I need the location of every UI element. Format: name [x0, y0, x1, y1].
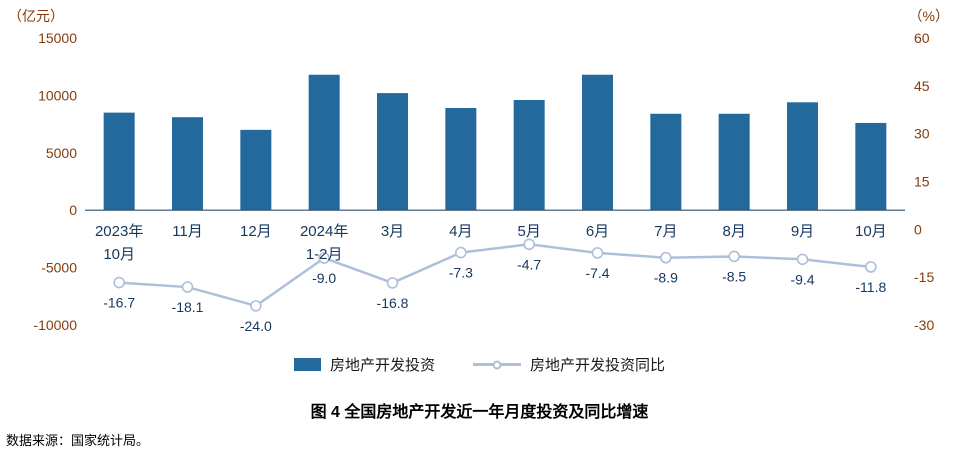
value-label: -7.4 — [585, 265, 609, 281]
value-label: -7.3 — [449, 265, 473, 281]
category-label: 4月 — [449, 223, 472, 240]
bar-swatch-icon — [293, 358, 321, 371]
left-axis-tick: -5000 — [41, 260, 77, 276]
left-axis-tick: -10000 — [33, 317, 77, 333]
line-marker — [660, 251, 672, 264]
left-axis-tick: 0 — [69, 202, 77, 218]
left-axis-tick: 15000 — [38, 30, 77, 46]
combo-chart: 15000 10000 5000 0 -5000 -10000 60 45 30 15 0 -15 -3… — [33, 30, 934, 334]
value-label: -11.8 — [855, 279, 886, 295]
bar — [308, 74, 340, 211]
value-label: -18.1 — [172, 299, 204, 315]
bar — [172, 117, 203, 211]
category-label: 10月 — [855, 223, 887, 240]
line-marker — [113, 276, 125, 289]
category-label: 10月 — [103, 246, 135, 263]
line-marker — [181, 281, 194, 293]
right-axis-tick: 0 — [914, 221, 922, 237]
value-label: -16.7 — [103, 295, 135, 311]
right-axis-unit: （%） — [908, 8, 949, 24]
chart-caption: 图 4 全国房地产开发近一年月度投资及同比增速 — [310, 404, 649, 421]
category-label: 5月 — [517, 223, 540, 240]
line-marker — [523, 238, 535, 251]
category-label: 6月 — [586, 223, 609, 240]
category-label: 2024年 — [300, 223, 348, 240]
category-label: 1-2月 — [306, 246, 343, 263]
line-marker — [386, 277, 399, 289]
bar — [718, 113, 750, 211]
bar — [582, 74, 613, 211]
category-label: 7月 — [654, 223, 677, 240]
bar — [855, 122, 887, 211]
value-label: -4.7 — [517, 256, 541, 272]
right-axis-tick: 15 — [914, 174, 930, 190]
left-axis-unit: （亿元） — [8, 8, 64, 24]
value-label: -8.9 — [654, 270, 678, 286]
bar — [787, 102, 818, 211]
category-label: 3月 — [381, 223, 404, 240]
value-label: -9.0 — [312, 270, 336, 286]
value-label: -16.8 — [377, 295, 409, 311]
bar — [650, 113, 682, 211]
line-marker-icon — [492, 360, 502, 369]
right-axis-tick: 45 — [914, 78, 930, 94]
category-label: 9月 — [791, 223, 814, 240]
bar — [103, 112, 135, 211]
bar — [377, 93, 408, 211]
line-marker — [250, 300, 262, 312]
right-axis-tick: 30 — [914, 126, 930, 142]
bar — [513, 99, 545, 211]
bar — [445, 108, 477, 211]
data-source: 数据来源：国家统计局。 — [6, 433, 150, 448]
legend-item-line: 房地产开发投资同比 — [473, 354, 665, 375]
legend: 房地产开发投资 房地产开发投资同比 — [0, 354, 959, 375]
right-axis-tick: -15 — [914, 269, 934, 285]
value-label: -9.4 — [790, 271, 814, 287]
right-axis-tick: -30 — [914, 317, 934, 333]
category-label: 2023年 — [95, 223, 143, 240]
category-label: 8月 — [722, 223, 745, 240]
trend-line — [119, 243, 871, 308]
line-marker — [796, 253, 809, 266]
line-marker — [865, 261, 877, 273]
category-label: 11月 — [172, 223, 203, 240]
left-axis-tick: 10000 — [38, 87, 77, 103]
line-marker — [318, 252, 330, 264]
left-axis-tick: 5000 — [46, 145, 77, 161]
line-swatch-icon — [473, 360, 521, 369]
bar — [240, 129, 272, 211]
category-label: 12月 — [240, 223, 272, 240]
line-marker — [591, 247, 604, 259]
line-marker — [728, 250, 740, 263]
value-label: -24.0 — [240, 318, 272, 334]
legend-item-bar: 房地产开发投资 — [293, 354, 435, 375]
right-axis-tick: 60 — [914, 30, 930, 46]
legend-bar-label: 房地产开发投资 — [329, 357, 435, 374]
legend-line-label: 房地产开发投资同比 — [530, 357, 666, 374]
value-label: -8.5 — [722, 268, 746, 284]
line-marker — [455, 246, 467, 259]
